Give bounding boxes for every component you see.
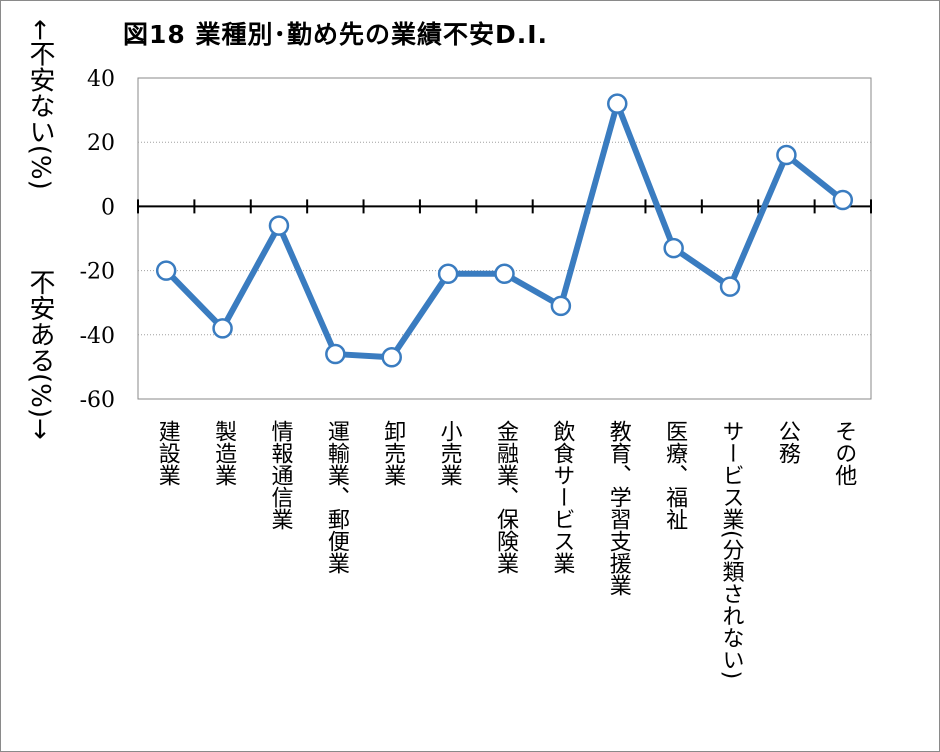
x-category-label: 金融業、保険業 (493, 420, 519, 574)
x-category-label: 製造業 (211, 420, 237, 486)
data-point (381, 347, 402, 368)
y-tick-label: -20 (80, 260, 115, 285)
x-category-label: 情報通信業 (267, 420, 293, 530)
x-category-label: サービス業(分類されない) (719, 420, 745, 679)
data-point (719, 276, 741, 297)
y-axis-label-lower: 不安ある(%)→ (25, 269, 55, 440)
y-tick-label: -60 (80, 388, 115, 413)
y-tick-label: -40 (80, 324, 115, 349)
data-point (155, 260, 177, 281)
x-category-label: 医療、福祉 (662, 420, 688, 530)
x-category-label: 卸売業 (380, 420, 406, 486)
y-tick-label: 0 (101, 195, 115, 220)
y-tick-label: 20 (87, 131, 115, 156)
data-point (325, 343, 346, 365)
data-point (663, 237, 684, 259)
data-point (494, 263, 515, 285)
data-point (776, 144, 797, 166)
data-point (550, 295, 572, 317)
x-category-label: 運輸業、郵便業 (324, 420, 350, 574)
x-category-label: 教育、学習支援業 (606, 420, 632, 596)
data-point (607, 93, 628, 114)
plot-border (137, 77, 872, 400)
x-category-label: 飲食サービス業 (549, 420, 575, 574)
y-tick-label: 40 (87, 67, 115, 92)
x-category-label: その他 (831, 420, 857, 486)
data-point (212, 318, 233, 339)
data-point (437, 263, 459, 285)
x-category-label: 建設業 (155, 420, 181, 486)
chart-title: 図18 業種別･勤め先の業績不安D.I. (123, 20, 549, 49)
y-axis-label-upper: ←不安ない(%) (25, 19, 55, 190)
x-category-label: 公務 (775, 420, 801, 464)
x-category-label: 小売業 (437, 420, 463, 486)
data-point (268, 215, 290, 236)
data-point (832, 189, 854, 211)
